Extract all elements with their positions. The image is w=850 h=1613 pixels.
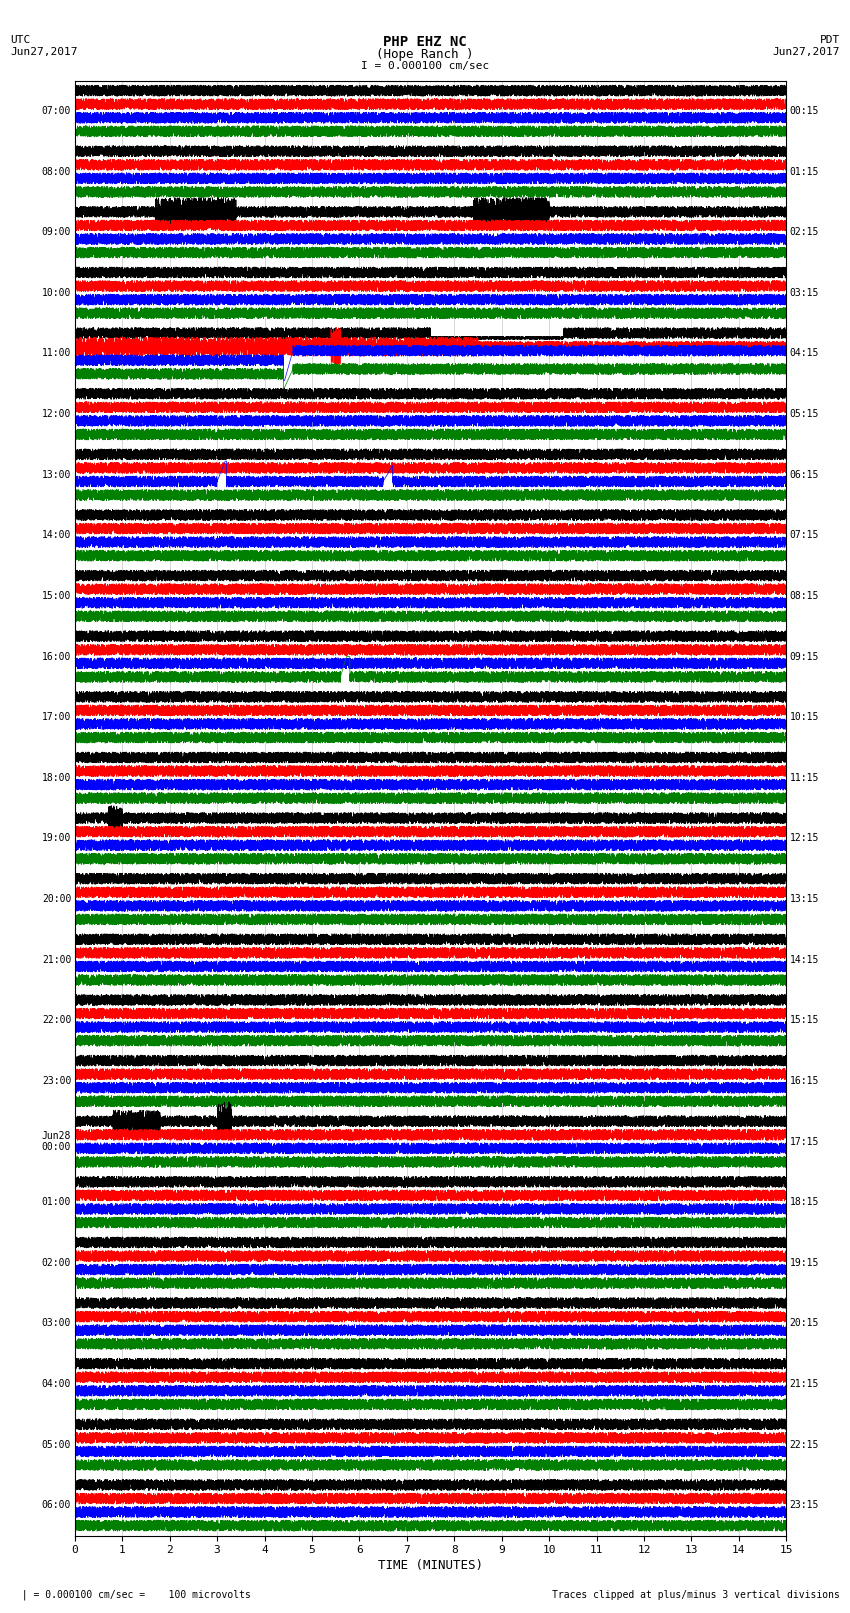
- Text: 04:15: 04:15: [790, 348, 819, 358]
- Text: 18:15: 18:15: [790, 1197, 819, 1207]
- Text: 04:00: 04:00: [42, 1379, 71, 1389]
- Text: 15:00: 15:00: [42, 590, 71, 602]
- Text: 20:15: 20:15: [790, 1318, 819, 1329]
- Text: 08:15: 08:15: [790, 590, 819, 602]
- Text: 03:00: 03:00: [42, 1318, 71, 1329]
- Text: 23:15: 23:15: [790, 1500, 819, 1510]
- Text: 19:00: 19:00: [42, 834, 71, 844]
- Text: 22:15: 22:15: [790, 1440, 819, 1450]
- Text: PHP EHZ NC: PHP EHZ NC: [383, 35, 467, 50]
- Text: 18:00: 18:00: [42, 773, 71, 782]
- Text: 07:00: 07:00: [42, 106, 71, 116]
- Text: 12:15: 12:15: [790, 834, 819, 844]
- Text: 03:15: 03:15: [790, 287, 819, 298]
- Text: 01:00: 01:00: [42, 1197, 71, 1207]
- Text: 05:00: 05:00: [42, 1440, 71, 1450]
- Text: 12:00: 12:00: [42, 410, 71, 419]
- Text: Jun28
00:00: Jun28 00:00: [42, 1131, 71, 1152]
- Text: 14:15: 14:15: [790, 955, 819, 965]
- Text: 22:00: 22:00: [42, 1015, 71, 1026]
- Text: Jun27,2017: Jun27,2017: [773, 47, 840, 56]
- Text: 05:15: 05:15: [790, 410, 819, 419]
- Text: 11:00: 11:00: [42, 348, 71, 358]
- Text: 17:00: 17:00: [42, 713, 71, 723]
- Text: 09:15: 09:15: [790, 652, 819, 661]
- Text: 16:00: 16:00: [42, 652, 71, 661]
- Text: 11:15: 11:15: [790, 773, 819, 782]
- Text: 19:15: 19:15: [790, 1258, 819, 1268]
- Text: UTC: UTC: [10, 35, 31, 45]
- Text: (Hope Ranch ): (Hope Ranch ): [377, 48, 473, 61]
- Text: 01:15: 01:15: [790, 166, 819, 176]
- Text: 06:00: 06:00: [42, 1500, 71, 1510]
- Text: | = 0.000100 cm/sec =    100 microvolts: | = 0.000100 cm/sec = 100 microvolts: [10, 1589, 251, 1600]
- Text: 21:00: 21:00: [42, 955, 71, 965]
- Text: 21:15: 21:15: [790, 1379, 819, 1389]
- Text: 06:15: 06:15: [790, 469, 819, 479]
- Text: PDT: PDT: [819, 35, 840, 45]
- Text: 09:00: 09:00: [42, 227, 71, 237]
- Text: 02:00: 02:00: [42, 1258, 71, 1268]
- Text: 16:15: 16:15: [790, 1076, 819, 1086]
- Text: 20:00: 20:00: [42, 894, 71, 903]
- X-axis label: TIME (MINUTES): TIME (MINUTES): [378, 1560, 483, 1573]
- Text: 15:15: 15:15: [790, 1015, 819, 1026]
- Text: 10:00: 10:00: [42, 287, 71, 298]
- Text: 17:15: 17:15: [790, 1137, 819, 1147]
- Text: 00:15: 00:15: [790, 106, 819, 116]
- Text: 23:00: 23:00: [42, 1076, 71, 1086]
- Text: I = 0.000100 cm/sec: I = 0.000100 cm/sec: [361, 61, 489, 71]
- Text: 10:15: 10:15: [790, 713, 819, 723]
- Text: 08:00: 08:00: [42, 166, 71, 176]
- Text: 07:15: 07:15: [790, 531, 819, 540]
- Text: 14:00: 14:00: [42, 531, 71, 540]
- Text: 13:00: 13:00: [42, 469, 71, 479]
- Text: Traces clipped at plus/minus 3 vertical divisions: Traces clipped at plus/minus 3 vertical …: [552, 1590, 840, 1600]
- Text: 13:15: 13:15: [790, 894, 819, 903]
- Text: Jun27,2017: Jun27,2017: [10, 47, 77, 56]
- Text: 02:15: 02:15: [790, 227, 819, 237]
